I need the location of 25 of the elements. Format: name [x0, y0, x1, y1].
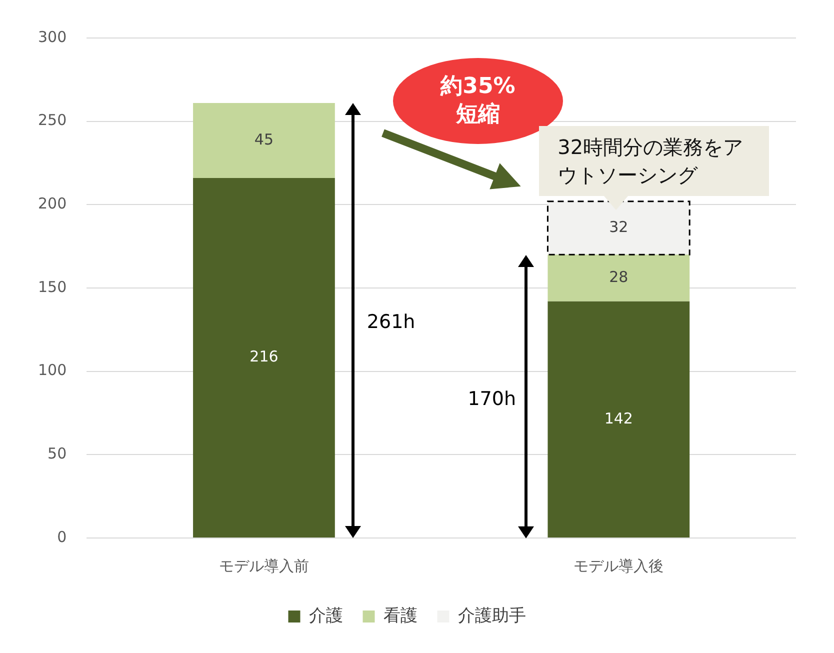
- data-label: 45: [254, 130, 274, 148]
- y-tick-label: 50: [48, 444, 67, 463]
- y-tick-label: 200: [38, 194, 67, 213]
- x-tick-label: モデル導入後: [574, 556, 664, 575]
- annotation: 約35%短縮: [439, 73, 516, 129]
- legend-label: 看護: [383, 606, 418, 626]
- data-label: 32: [609, 218, 628, 236]
- y-tick-label: 300: [38, 28, 67, 46]
- data-label: 28: [609, 268, 628, 286]
- annotation: 261h: [364, 306, 418, 336]
- x-tick-label: モデル導入前: [218, 556, 309, 575]
- bar: [548, 301, 690, 538]
- y-tick-label: 100: [38, 361, 67, 380]
- data-label: 142: [604, 409, 633, 428]
- bar: [193, 178, 335, 538]
- y-tick-label: 250: [38, 111, 67, 130]
- bar: [193, 103, 335, 178]
- annotation: 32時間分の業務をアウトソーシング: [558, 134, 744, 189]
- legend-label: 介護助手: [458, 606, 526, 626]
- annotation: 170h: [466, 384, 518, 414]
- y-tick-label: 0: [57, 528, 67, 546]
- data-label: 216: [250, 348, 278, 366]
- bar: [548, 254, 690, 302]
- legend-label: 介護: [308, 606, 343, 626]
- y-tick-label: 150: [38, 278, 67, 296]
